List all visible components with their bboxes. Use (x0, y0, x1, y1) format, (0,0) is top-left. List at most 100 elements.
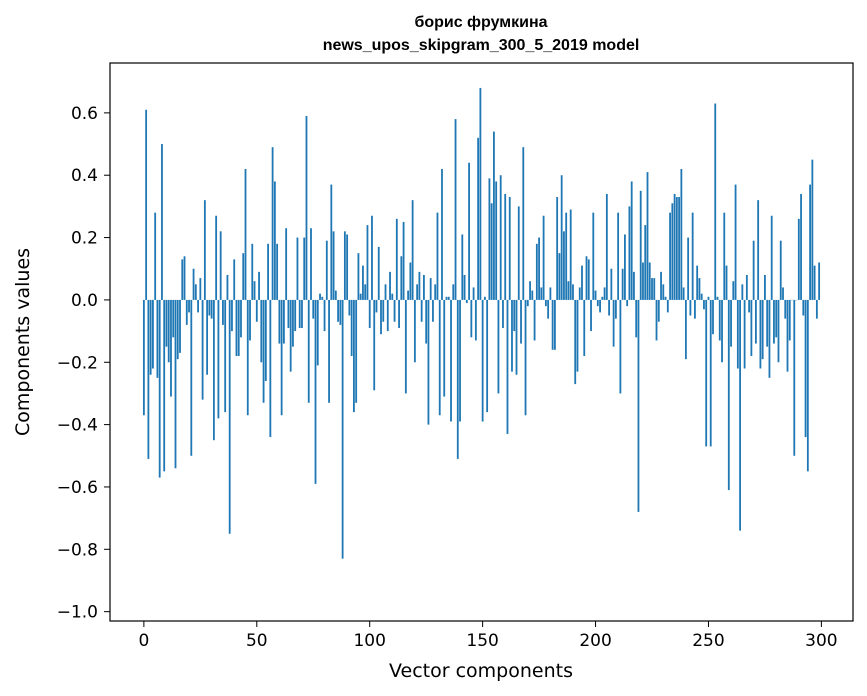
bar (811, 159, 814, 300)
bar (321, 296, 324, 300)
bar (323, 299, 326, 332)
bar (522, 147, 525, 300)
bar (563, 231, 565, 300)
bar (479, 87, 482, 300)
bar (599, 299, 601, 313)
bar (529, 281, 531, 300)
bar (393, 299, 396, 322)
bar (409, 262, 412, 300)
bar (312, 299, 315, 319)
bar (535, 243, 538, 300)
bar (447, 296, 450, 300)
bar (456, 299, 459, 459)
bar (334, 290, 337, 300)
bar (673, 193, 676, 300)
bar (386, 299, 389, 332)
y-axis: −1.0 −0.8 −0.6 −0.4 −0.2 0.0 0.2 0.4 0.6 (57, 104, 110, 623)
bar (438, 299, 441, 416)
bar (653, 278, 656, 300)
bar (635, 299, 638, 338)
bar (669, 212, 671, 300)
bar (402, 221, 405, 300)
bar (637, 299, 640, 512)
bar (152, 299, 154, 369)
bar (181, 259, 184, 300)
x-tick-label: 250 (692, 631, 724, 651)
bar (544, 299, 547, 307)
bar (687, 237, 690, 300)
bar (287, 299, 290, 328)
bar (800, 193, 802, 300)
bar (364, 284, 367, 300)
bar (567, 281, 570, 300)
bar (416, 284, 419, 300)
bar (553, 299, 556, 350)
bar (804, 299, 807, 438)
bar (585, 256, 588, 300)
bar (330, 184, 333, 300)
bar (639, 190, 642, 300)
y-tick-label: −0.6 (57, 478, 98, 498)
bar (167, 299, 170, 363)
bar (407, 290, 410, 300)
bar (395, 218, 398, 300)
bar (660, 271, 662, 300)
bar (723, 212, 726, 300)
bar (276, 243, 279, 300)
bar (450, 299, 452, 422)
bar (280, 299, 283, 416)
bar (517, 206, 520, 300)
bar (766, 299, 769, 347)
bar (752, 240, 755, 300)
y-tick-label: 0.0 (71, 291, 98, 311)
y-tick-label: 0.2 (71, 229, 98, 249)
bar (671, 203, 674, 300)
bar (651, 278, 653, 300)
bar (375, 299, 378, 313)
bar (712, 299, 714, 335)
bar (678, 197, 681, 300)
bar (581, 265, 583, 300)
bar (483, 296, 486, 300)
bar (384, 284, 387, 300)
bar (610, 268, 613, 300)
bar (423, 274, 425, 300)
bar (271, 147, 274, 300)
bar (815, 299, 818, 319)
bar (188, 299, 190, 313)
bar (788, 299, 791, 341)
bar (574, 299, 577, 385)
bar (289, 299, 292, 372)
bar (222, 299, 224, 325)
x-tick-label: 100 (353, 631, 385, 651)
bar (226, 274, 229, 300)
bar (240, 299, 242, 338)
bar (262, 299, 265, 403)
bar (633, 271, 635, 300)
bar (614, 299, 617, 319)
bar (206, 299, 209, 375)
bar (233, 259, 236, 300)
bar (818, 262, 821, 300)
bar (314, 299, 317, 484)
bar (508, 197, 511, 300)
bar (305, 115, 308, 300)
bar (547, 299, 550, 319)
bar (770, 215, 773, 300)
bar (709, 299, 712, 447)
bar (142, 299, 145, 416)
bar (499, 175, 502, 300)
bar (594, 290, 597, 300)
bar (373, 299, 376, 391)
bar (682, 287, 685, 300)
bar (366, 225, 369, 300)
bar (411, 200, 414, 300)
bar (273, 181, 276, 300)
bar (194, 284, 197, 300)
bar (474, 299, 477, 341)
bar (481, 299, 484, 422)
bar (646, 172, 649, 300)
bar (269, 299, 272, 438)
bar (540, 287, 543, 300)
